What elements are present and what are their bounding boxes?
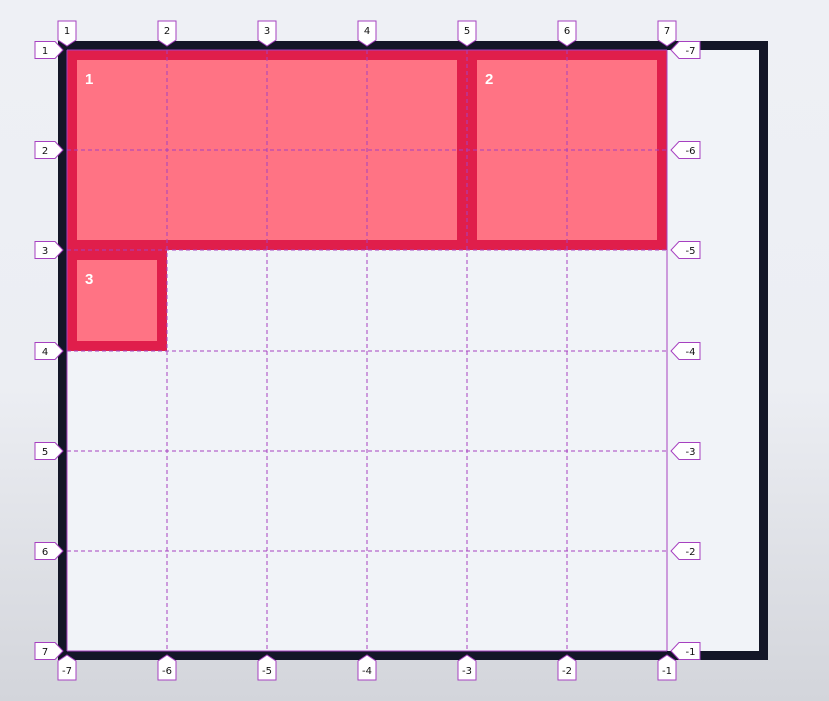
svg-text:-1: -1: [662, 666, 672, 677]
svg-text:-7: -7: [62, 666, 72, 677]
grid-item-1[interactable]: 1: [67, 50, 467, 250]
svg-text:6: 6: [564, 26, 570, 37]
svg-text:2: 2: [164, 26, 170, 37]
svg-text:7: 7: [42, 647, 48, 658]
svg-text:2: 2: [42, 146, 48, 157]
grid-item-number: 1: [85, 71, 94, 88]
grid-area: 1 2 3: [67, 50, 667, 651]
svg-text:-6: -6: [162, 666, 172, 677]
svg-text:3: 3: [42, 246, 48, 257]
svg-text:4: 4: [364, 26, 370, 37]
svg-text:7: 7: [664, 26, 670, 37]
svg-text:1: 1: [64, 26, 70, 37]
svg-text:3: 3: [264, 26, 270, 37]
svg-text:-2: -2: [562, 666, 572, 677]
grid-item-number: 3: [85, 271, 94, 288]
grid-item-3[interactable]: 3: [67, 250, 167, 351]
svg-text:4: 4: [42, 347, 48, 358]
svg-text:1: 1: [42, 46, 48, 57]
svg-text:-4: -4: [362, 666, 372, 677]
svg-text:-5: -5: [262, 666, 272, 677]
svg-text:5: 5: [42, 447, 48, 458]
svg-text:6: 6: [42, 547, 48, 558]
svg-text:-3: -3: [462, 666, 472, 677]
grid-item-number: 2: [485, 71, 494, 88]
svg-text:5: 5: [464, 26, 470, 37]
grid-item-2[interactable]: 2: [467, 50, 667, 250]
